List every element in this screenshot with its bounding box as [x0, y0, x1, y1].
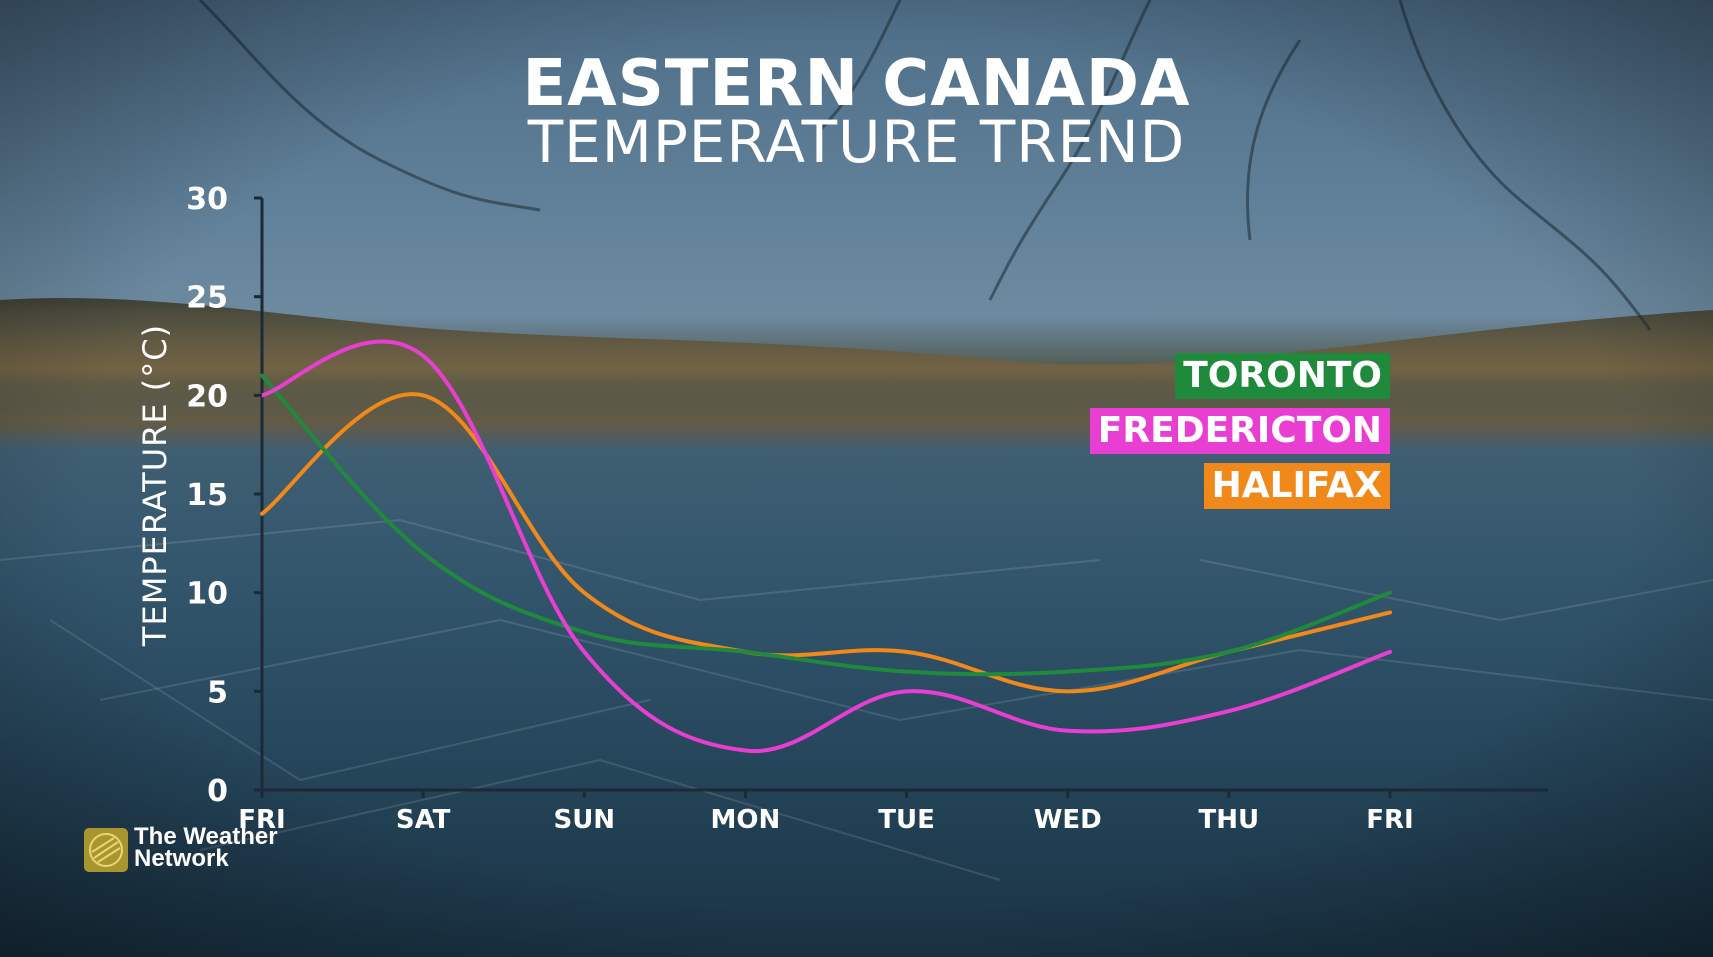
x-tick-label: THU — [1199, 805, 1260, 835]
y-tick-label: 20 — [186, 379, 228, 414]
y-tick-label: 25 — [186, 281, 228, 316]
series-line-halifax — [260, 392, 1392, 694]
chart-title: EASTERN CANADA — [522, 47, 1191, 121]
chart-subtitle: TEMPERATURE TREND — [527, 108, 1186, 176]
legend-item-toronto: TORONTO — [1175, 353, 1390, 399]
y-tick-label: 15 — [186, 478, 228, 513]
x-tick-label: FRI — [238, 805, 285, 835]
brand-line-2: Network — [134, 845, 229, 872]
series-line-toronto — [260, 373, 1392, 677]
y-tick-label: 30 — [186, 182, 228, 217]
x-tick-label: TUE — [878, 805, 935, 835]
y-tick-label: 0 — [207, 774, 228, 809]
series-line-fredericton — [260, 339, 1392, 754]
y-tick-label: 5 — [207, 675, 228, 710]
weather-network-logo: The Weather Network — [84, 823, 304, 876]
y-tick-label: 10 — [186, 577, 228, 612]
x-tick-label: WED — [1034, 805, 1102, 835]
x-tick-label: SUN — [553, 805, 615, 835]
brand-line-1: The Weather — [134, 823, 278, 850]
legend-item-halifax: HALIFAX — [1203, 463, 1390, 509]
legend-item-fredericton: FREDERICTON — [1089, 408, 1390, 454]
x-tick-label: SAT — [396, 805, 451, 835]
globe-icon — [84, 828, 128, 872]
x-tick-label: MON — [711, 805, 781, 835]
x-tick-label: FRI — [1366, 805, 1413, 835]
